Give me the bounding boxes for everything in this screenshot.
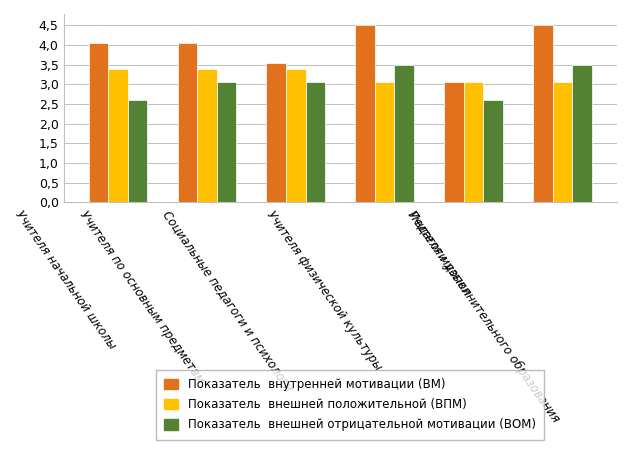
Bar bbox=[128, 100, 148, 202]
Bar bbox=[356, 25, 375, 202]
Bar bbox=[394, 65, 414, 202]
Legend: Показатель  внутренней мотивации (ВМ), Показатель  внешней положительной (ВПМ), : Показатель внутренней мотивации (ВМ), По… bbox=[156, 370, 544, 440]
Bar bbox=[553, 82, 572, 202]
Bar bbox=[533, 25, 553, 202]
Bar bbox=[375, 82, 394, 202]
Bar bbox=[197, 68, 217, 202]
Bar bbox=[217, 82, 237, 202]
Bar bbox=[464, 82, 483, 202]
Bar bbox=[177, 43, 197, 202]
Bar bbox=[483, 100, 503, 202]
Bar bbox=[286, 68, 306, 202]
Bar bbox=[572, 65, 591, 202]
Bar bbox=[266, 63, 286, 202]
Bar bbox=[444, 82, 464, 202]
Bar bbox=[108, 68, 128, 202]
Bar bbox=[89, 43, 108, 202]
Bar bbox=[306, 82, 325, 202]
